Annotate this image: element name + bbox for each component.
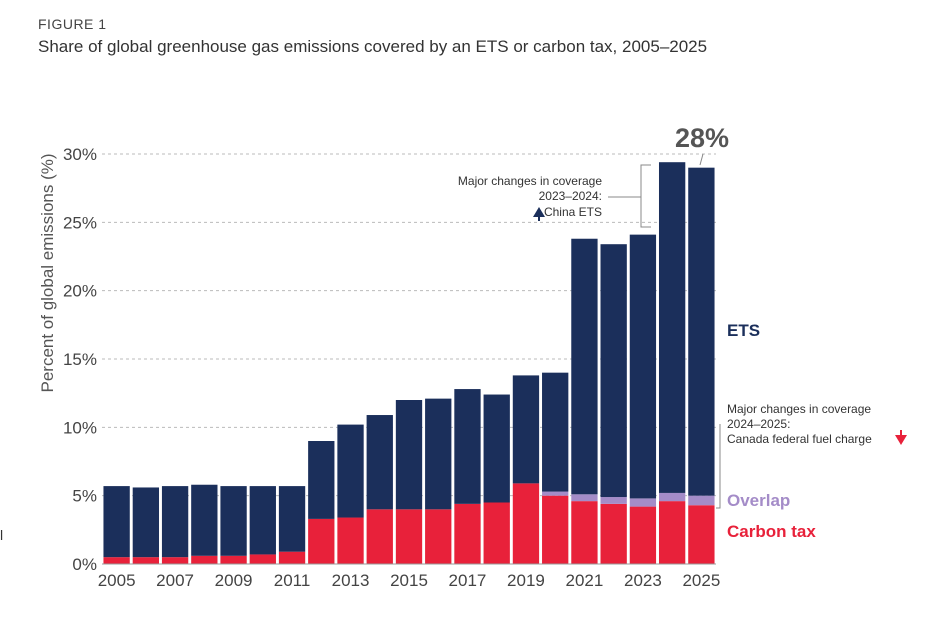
y-tick-label: 10%	[63, 418, 97, 437]
cropped-text-fragment: l	[0, 527, 4, 543]
up-arrow-icon	[533, 207, 545, 217]
bar-carbon-tax-2017	[454, 503, 481, 564]
bar-ets-2024	[658, 162, 686, 493]
lower-note-line-3: Canada federal fuel charge	[727, 432, 872, 446]
bar-overlap-2021	[571, 494, 598, 502]
upper-note-line-1: Major changes in coverage	[458, 174, 602, 188]
bar-ets-2015	[395, 400, 423, 510]
x-tick-label: 2015	[390, 571, 428, 590]
x-tick-label: 2023	[624, 571, 662, 590]
upper-bracket	[608, 164, 651, 228]
bar-ets-2022	[600, 244, 627, 498]
lower-note-line-2: 2024–2025:	[727, 417, 790, 431]
bar-carbon-tax-2016	[425, 509, 452, 564]
bar-ets-2010	[249, 486, 276, 555]
bar-carbon-tax-2019	[512, 483, 540, 564]
y-tick-label: 30%	[63, 145, 97, 164]
bar-ets-2007	[161, 486, 189, 558]
x-tick-label: 2013	[332, 571, 370, 590]
bar-carbon-tax-2024	[658, 501, 686, 564]
bar-ets-2008	[191, 484, 218, 556]
bar-ets-2006	[132, 487, 160, 558]
bar-carbon-tax-2011	[278, 551, 306, 564]
x-tick-label: 2011	[274, 571, 311, 590]
bar-ets-2019	[512, 375, 540, 484]
down-arrow-icon	[895, 435, 907, 445]
bar-ets-2009	[220, 486, 247, 556]
bar-ets-2005	[103, 486, 130, 558]
bar-ets-2017	[454, 389, 481, 504]
bar-carbon-tax-2006	[132, 557, 160, 564]
headline-leader-line	[699, 153, 704, 166]
y-tick-label: 15%	[63, 350, 97, 369]
x-tick-label: 2007	[156, 571, 194, 590]
bar-carbon-tax-2012	[308, 518, 335, 564]
bar-ets-2012	[308, 441, 335, 519]
bar-carbon-tax-2022	[600, 503, 627, 564]
legend-ets: ETS	[727, 321, 760, 340]
y-tick-label: 25%	[63, 213, 97, 232]
chart-title: Share of global greenhouse gas emissions…	[38, 37, 708, 56]
upper-note-line-3: China ETS	[544, 205, 602, 219]
x-axis-ticks: 2005 2007 2009 2011 2013 2015 2017 2019 2021 2023…	[98, 571, 721, 590]
bar-overlap-2025	[688, 495, 715, 506]
bar-carbon-tax-2021	[571, 501, 598, 564]
x-tick-label: 2019	[507, 571, 545, 590]
bar-ets-2021	[571, 238, 598, 495]
bar-ets-2018	[483, 394, 510, 503]
bar-overlap-2022	[600, 497, 627, 504]
bar-carbon-tax-2005	[103, 557, 130, 564]
x-tick-label: 2009	[215, 571, 253, 590]
upper-note-line-2: 2023–2024:	[539, 189, 602, 203]
lower-bracket	[716, 424, 721, 509]
x-tick-label: 2021	[566, 571, 604, 590]
bar-ets-2014	[366, 415, 393, 510]
x-tick-label: 2005	[98, 571, 136, 590]
bar-carbon-tax-2020	[542, 495, 569, 564]
y-axis-ticks: 0% 5% 10% 15% 20% 25% 30%	[63, 145, 97, 574]
bar-carbon-tax-2015	[395, 509, 423, 564]
bar-ets-2020	[542, 372, 569, 492]
bar-overlap-2020	[542, 491, 569, 496]
figure-label: FIGURE 1	[38, 16, 107, 32]
y-axis-label: Percent of global emissions (%)	[38, 153, 57, 392]
x-tick-label: 2025	[682, 571, 720, 590]
bar-carbon-tax-2014	[366, 509, 393, 564]
bar-ets-2025	[688, 167, 715, 496]
y-tick-label: 0%	[72, 555, 97, 574]
bar-carbon-tax-2007	[161, 557, 189, 564]
bar-overlap-2023	[629, 498, 657, 507]
bar-overlap-2024	[658, 492, 686, 502]
bar-ets-2016	[425, 398, 452, 510]
legend-carbon-tax: Carbon tax	[727, 522, 816, 541]
headline-value: 28%	[675, 123, 729, 153]
bar-ets-2023	[629, 234, 657, 499]
bar-carbon-tax-2009	[220, 555, 247, 564]
bar-ets-2011	[278, 486, 306, 552]
legend-overlap: Overlap	[727, 491, 790, 510]
y-tick-label: 5%	[72, 487, 97, 506]
bar-carbon-tax-2025	[688, 505, 715, 564]
bar-carbon-tax-2013	[337, 517, 364, 564]
y-tick-label: 20%	[63, 282, 97, 301]
bar-ets-2013	[337, 424, 364, 518]
lower-note-line-1: Major changes in coverage	[727, 402, 871, 416]
x-tick-label: 2017	[449, 571, 487, 590]
bars	[102, 162, 716, 565]
bar-carbon-tax-2010	[249, 554, 276, 564]
bar-carbon-tax-2023	[629, 506, 657, 564]
bar-carbon-tax-2018	[483, 502, 510, 564]
bar-carbon-tax-2008	[191, 555, 218, 564]
